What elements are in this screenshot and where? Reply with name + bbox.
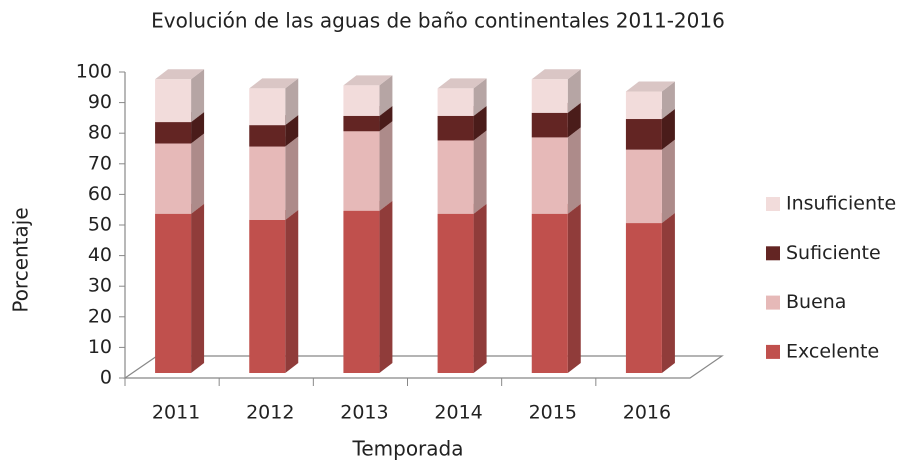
legend-label: Excelente: [786, 340, 879, 362]
y-tick-label: 70: [88, 152, 112, 174]
y-tick-label: 20: [88, 305, 112, 327]
bar: [249, 125, 286, 147]
bar-side: [379, 105, 393, 132]
x-axis-label: Temporada: [352, 437, 464, 461]
bar-side: [473, 203, 487, 373]
bar-side: [379, 75, 393, 116]
bar-side: [567, 127, 581, 214]
y-axis-label: Porcentaje: [9, 207, 33, 312]
x-tick-label: 2014: [434, 402, 482, 424]
bar: [437, 88, 474, 116]
x-tick-label: 2012: [246, 402, 294, 424]
y-tick-label: 60: [88, 183, 112, 205]
bar-side: [191, 112, 205, 144]
y-tick-label: 100: [76, 61, 112, 83]
bar-side: [661, 213, 675, 373]
y-tick-label: 0: [100, 367, 112, 389]
y-tick-label: 90: [88, 91, 112, 113]
x-tick-label: 2011: [152, 402, 200, 424]
chart-title: Evolución de las aguas de baño continent…: [151, 9, 725, 33]
bar: [625, 223, 662, 373]
bar-side: [661, 139, 675, 224]
bar: [155, 213, 192, 373]
bar-side: [567, 102, 581, 138]
bar: [437, 140, 474, 214]
bar-side: [473, 130, 487, 214]
y-tick-label: 40: [88, 244, 112, 266]
y-tick-label: 10: [88, 336, 112, 358]
bar-side: [379, 121, 393, 211]
bar: [343, 85, 380, 116]
bar: [343, 210, 380, 373]
legend-swatch: [766, 295, 780, 310]
bar: [531, 213, 568, 373]
bar-side: [379, 200, 393, 373]
bar-side: [285, 136, 299, 220]
bar-side: [473, 105, 487, 141]
legend-swatch: [766, 344, 780, 359]
y-tick-label: 30: [88, 275, 112, 297]
bar: [531, 112, 568, 138]
bar: [437, 213, 474, 373]
bar-top: [249, 78, 299, 89]
bar-side: [567, 69, 581, 113]
bar-top: [625, 81, 675, 92]
y-tick-label: 80: [88, 122, 112, 144]
bar-top: [437, 78, 487, 89]
bar: [625, 149, 662, 224]
x-tick-label: 2013: [340, 402, 388, 424]
bar-side: [661, 109, 675, 150]
bar: [625, 119, 662, 150]
bar: [249, 220, 286, 373]
legend-swatch: [766, 197, 780, 211]
bar-side: [191, 133, 205, 214]
x-tick-label: 2016: [623, 402, 671, 424]
bar: [625, 91, 662, 120]
bar: [249, 146, 286, 220]
bar: [155, 143, 192, 214]
y-tick-label: 50: [88, 214, 112, 236]
bar: [155, 79, 192, 123]
bar-side: [285, 210, 299, 373]
bar: [531, 79, 568, 113]
bar-side: [191, 69, 205, 123]
bar-side: [661, 81, 675, 120]
bar-top: [531, 69, 581, 80]
bar-side: [567, 203, 581, 373]
legend-label: Insuficiente: [786, 193, 896, 215]
bar: [155, 122, 192, 144]
bar-side: [285, 115, 299, 147]
legend-label: Suficiente: [786, 242, 881, 264]
bar: [531, 137, 568, 214]
bar: [249, 88, 286, 126]
bar-side: [285, 78, 299, 126]
bar-side: [473, 78, 487, 116]
bar-top: [155, 69, 205, 80]
legend-swatch: [766, 246, 780, 261]
x-tick-label: 2015: [529, 402, 577, 424]
legend-label: Buena: [786, 291, 846, 313]
bar-side: [191, 203, 205, 373]
bar: [343, 115, 380, 132]
bar: [343, 131, 380, 211]
bar-top: [343, 75, 393, 86]
bar: [437, 115, 474, 141]
